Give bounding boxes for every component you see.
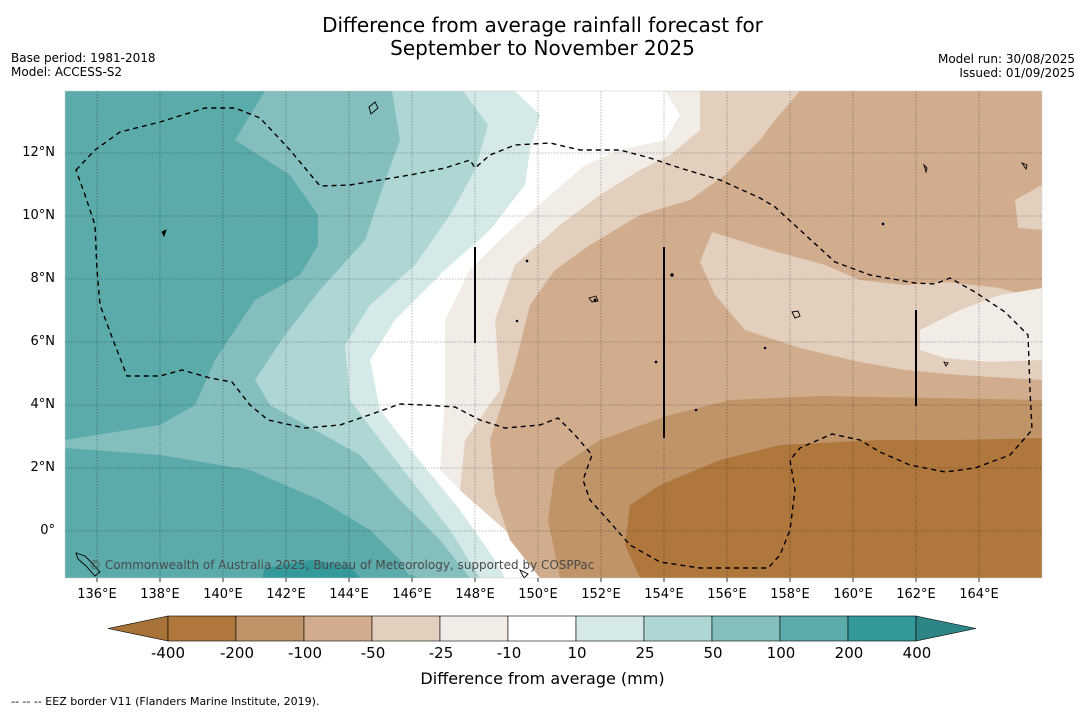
lon-label-142e: 142°E: [266, 587, 306, 602]
cb-label-50: 50: [703, 644, 723, 662]
lat-label-4n: 4°N: [30, 397, 56, 412]
lat-label-0: 0°: [40, 523, 55, 538]
colorbar-title: Difference from average (mm): [420, 669, 665, 688]
marker-lines: [474, 247, 917, 438]
base-period: Base period: 1981-2018: [11, 51, 156, 65]
cb-label-25: 25: [635, 644, 655, 662]
colorbar-segment: [779, 615, 849, 642]
field-neg50-ne: [1015, 185, 1042, 230]
contour-fields: [65, 91, 1042, 578]
colorbar: [107, 615, 977, 642]
eez-footnote: -- -- -- EEZ border V11 (Flanders Marine…: [11, 695, 320, 708]
lat-label-12n: 12°N: [22, 145, 55, 160]
lat-label-2n: 2°N: [30, 460, 56, 475]
lat-label-8n: 8°N: [30, 271, 56, 286]
cb-label-400: 400: [902, 644, 932, 662]
meta-right: Model run: 30/08/2025 Issued: 01/09/2025: [938, 52, 1075, 80]
colorbar-segment: [643, 615, 713, 642]
cb-label-neg50: -50: [360, 644, 386, 662]
cb-label-neg400: -400: [150, 644, 186, 662]
colorbar-segment: [711, 615, 781, 642]
gridlines: [65, 91, 1042, 578]
map-frame: [64, 90, 1043, 579]
lon-label-140e: 140°E: [203, 587, 243, 602]
lon-label-158e: 158°E: [770, 587, 810, 602]
title-line-2: September to November 2025: [390, 36, 695, 60]
eez-borders: [75, 107, 1033, 569]
lon-label-136e: 136°E: [77, 587, 117, 602]
lat-label-6n: 6°N: [30, 334, 56, 349]
field-neg10-patch: [920, 288, 1042, 362]
meta-left: Base period: 1981-2018 Model: ACCESS-S2: [11, 51, 156, 79]
chart-title: Difference from average rainfall forecas…: [0, 14, 1085, 60]
lon-label-144e: 144°E: [329, 587, 369, 602]
lon-label-164e: 164°E: [959, 587, 999, 602]
lon-label-162e: 162°E: [896, 587, 936, 602]
title-line-1: Difference from average rainfall forecas…: [322, 13, 763, 37]
cb-label-neg10: -10: [496, 644, 522, 662]
issued-date: Issued: 01/09/2025: [959, 66, 1075, 80]
cb-label-neg100: -100: [287, 644, 323, 662]
colorbar-under-arrow: [107, 615, 169, 642]
lon-label-146e: 146°E: [392, 587, 432, 602]
field-neg200: [625, 438, 1042, 578]
lon-label-160e: 160°E: [833, 587, 873, 602]
colorbar-segment: [439, 615, 509, 642]
lat-label-10n: 10°N: [22, 208, 55, 223]
lon-label-150e: 150°E: [518, 587, 558, 602]
lon-label-148e: 148°E: [455, 587, 495, 602]
copyright-note: © Commonwealth of Australia 2025, Bureau…: [89, 558, 595, 572]
colorbar-over-arrow: [915, 615, 977, 642]
field-200-sw2: [262, 560, 360, 578]
lon-label-154e: 154°E: [644, 587, 684, 602]
cb-label-neg25: -25: [428, 644, 454, 662]
cb-label-neg200: -200: [219, 644, 255, 662]
lon-label-152e: 152°E: [581, 587, 621, 602]
cb-label-100: 100: [766, 644, 796, 662]
cb-label-10: 10: [567, 644, 587, 662]
colorbar-segment: [507, 615, 577, 642]
islands: [75, 101, 1028, 578]
colorbar-segment: [167, 615, 237, 642]
colorbar-segment: [371, 615, 441, 642]
lon-label-156e: 156°E: [707, 587, 747, 602]
cb-label-200: 200: [834, 644, 864, 662]
colorbar-segment: [235, 615, 305, 642]
colorbar-segment: [575, 615, 645, 642]
lon-label-138e: 138°E: [140, 587, 180, 602]
model-run: Model run: 30/08/2025: [937, 52, 1075, 66]
colorbar-segment: [303, 615, 373, 642]
field-200-sw: [65, 448, 410, 578]
tick-marks: [96, 578, 980, 582]
colorbar-segment: [847, 615, 917, 642]
model-name: Model: ACCESS-S2: [11, 65, 123, 79]
eez-palau-fsm-west: [75, 107, 1033, 569]
